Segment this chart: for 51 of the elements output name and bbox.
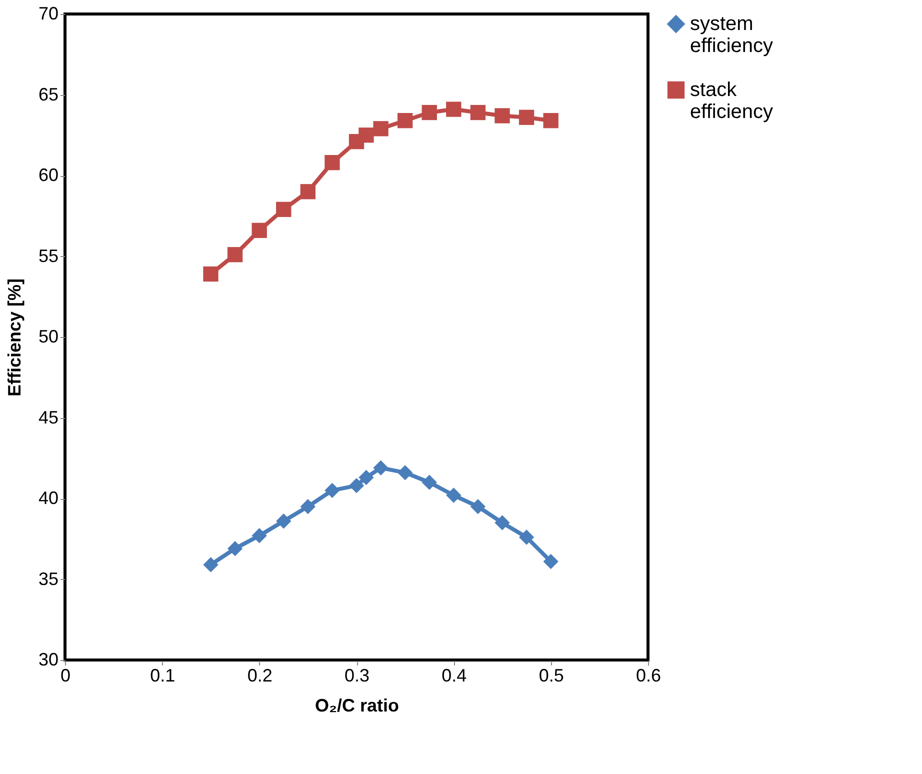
x-axis-title: O₂/C ratio — [314, 696, 400, 716]
point — [373, 121, 388, 136]
point — [446, 102, 462, 117]
point — [300, 184, 316, 200]
point — [446, 488, 462, 503]
point — [470, 498, 486, 514]
y-tick-label: 65 — [38, 84, 58, 104]
point — [358, 470, 374, 486]
point — [422, 474, 437, 490]
legend-label: stack efficiency — [690, 79, 774, 123]
point — [373, 460, 388, 476]
point — [227, 247, 243, 262]
point — [227, 540, 243, 556]
point — [494, 515, 510, 530]
y-tick-label: 35 — [38, 568, 58, 589]
x-tick-label: 0.5 — [538, 666, 564, 686]
point — [276, 514, 292, 529]
x-tick-label: 0.2 — [247, 666, 272, 686]
x-tick-label: 0.3 — [344, 666, 370, 686]
y-tick-label: 50 — [38, 326, 58, 346]
y-tick-label: 30 — [38, 650, 58, 670]
x-tick-label: 0.4 — [442, 666, 467, 686]
y-tick-label: 60 — [38, 165, 58, 185]
y-tick-label: 55 — [38, 246, 58, 266]
x-tick-label: 0.6 — [636, 666, 662, 686]
x-tick-label: 0 — [60, 666, 71, 686]
point — [518, 110, 534, 125]
point — [494, 108, 510, 124]
point — [252, 528, 267, 544]
y-axis-title: Efficiency [%] — [4, 278, 24, 397]
x-tick-label: 0.1 — [150, 666, 176, 686]
point — [543, 554, 558, 570]
point — [470, 104, 486, 120]
point — [398, 465, 413, 480]
legend-label: system efficiency — [690, 13, 774, 57]
point — [398, 113, 413, 128]
point — [543, 113, 558, 128]
point — [252, 222, 267, 238]
point — [203, 557, 218, 572]
y-tick-label: 45 — [38, 407, 58, 428]
point — [203, 266, 218, 282]
point — [324, 154, 340, 170]
point — [422, 104, 437, 120]
point — [324, 482, 340, 498]
point — [358, 128, 374, 143]
point — [518, 530, 534, 545]
y-tick-label: 40 — [38, 488, 58, 508]
y-tick-label: 70 — [38, 4, 58, 24]
point — [300, 498, 316, 514]
point — [348, 478, 364, 494]
point — [276, 202, 292, 217]
